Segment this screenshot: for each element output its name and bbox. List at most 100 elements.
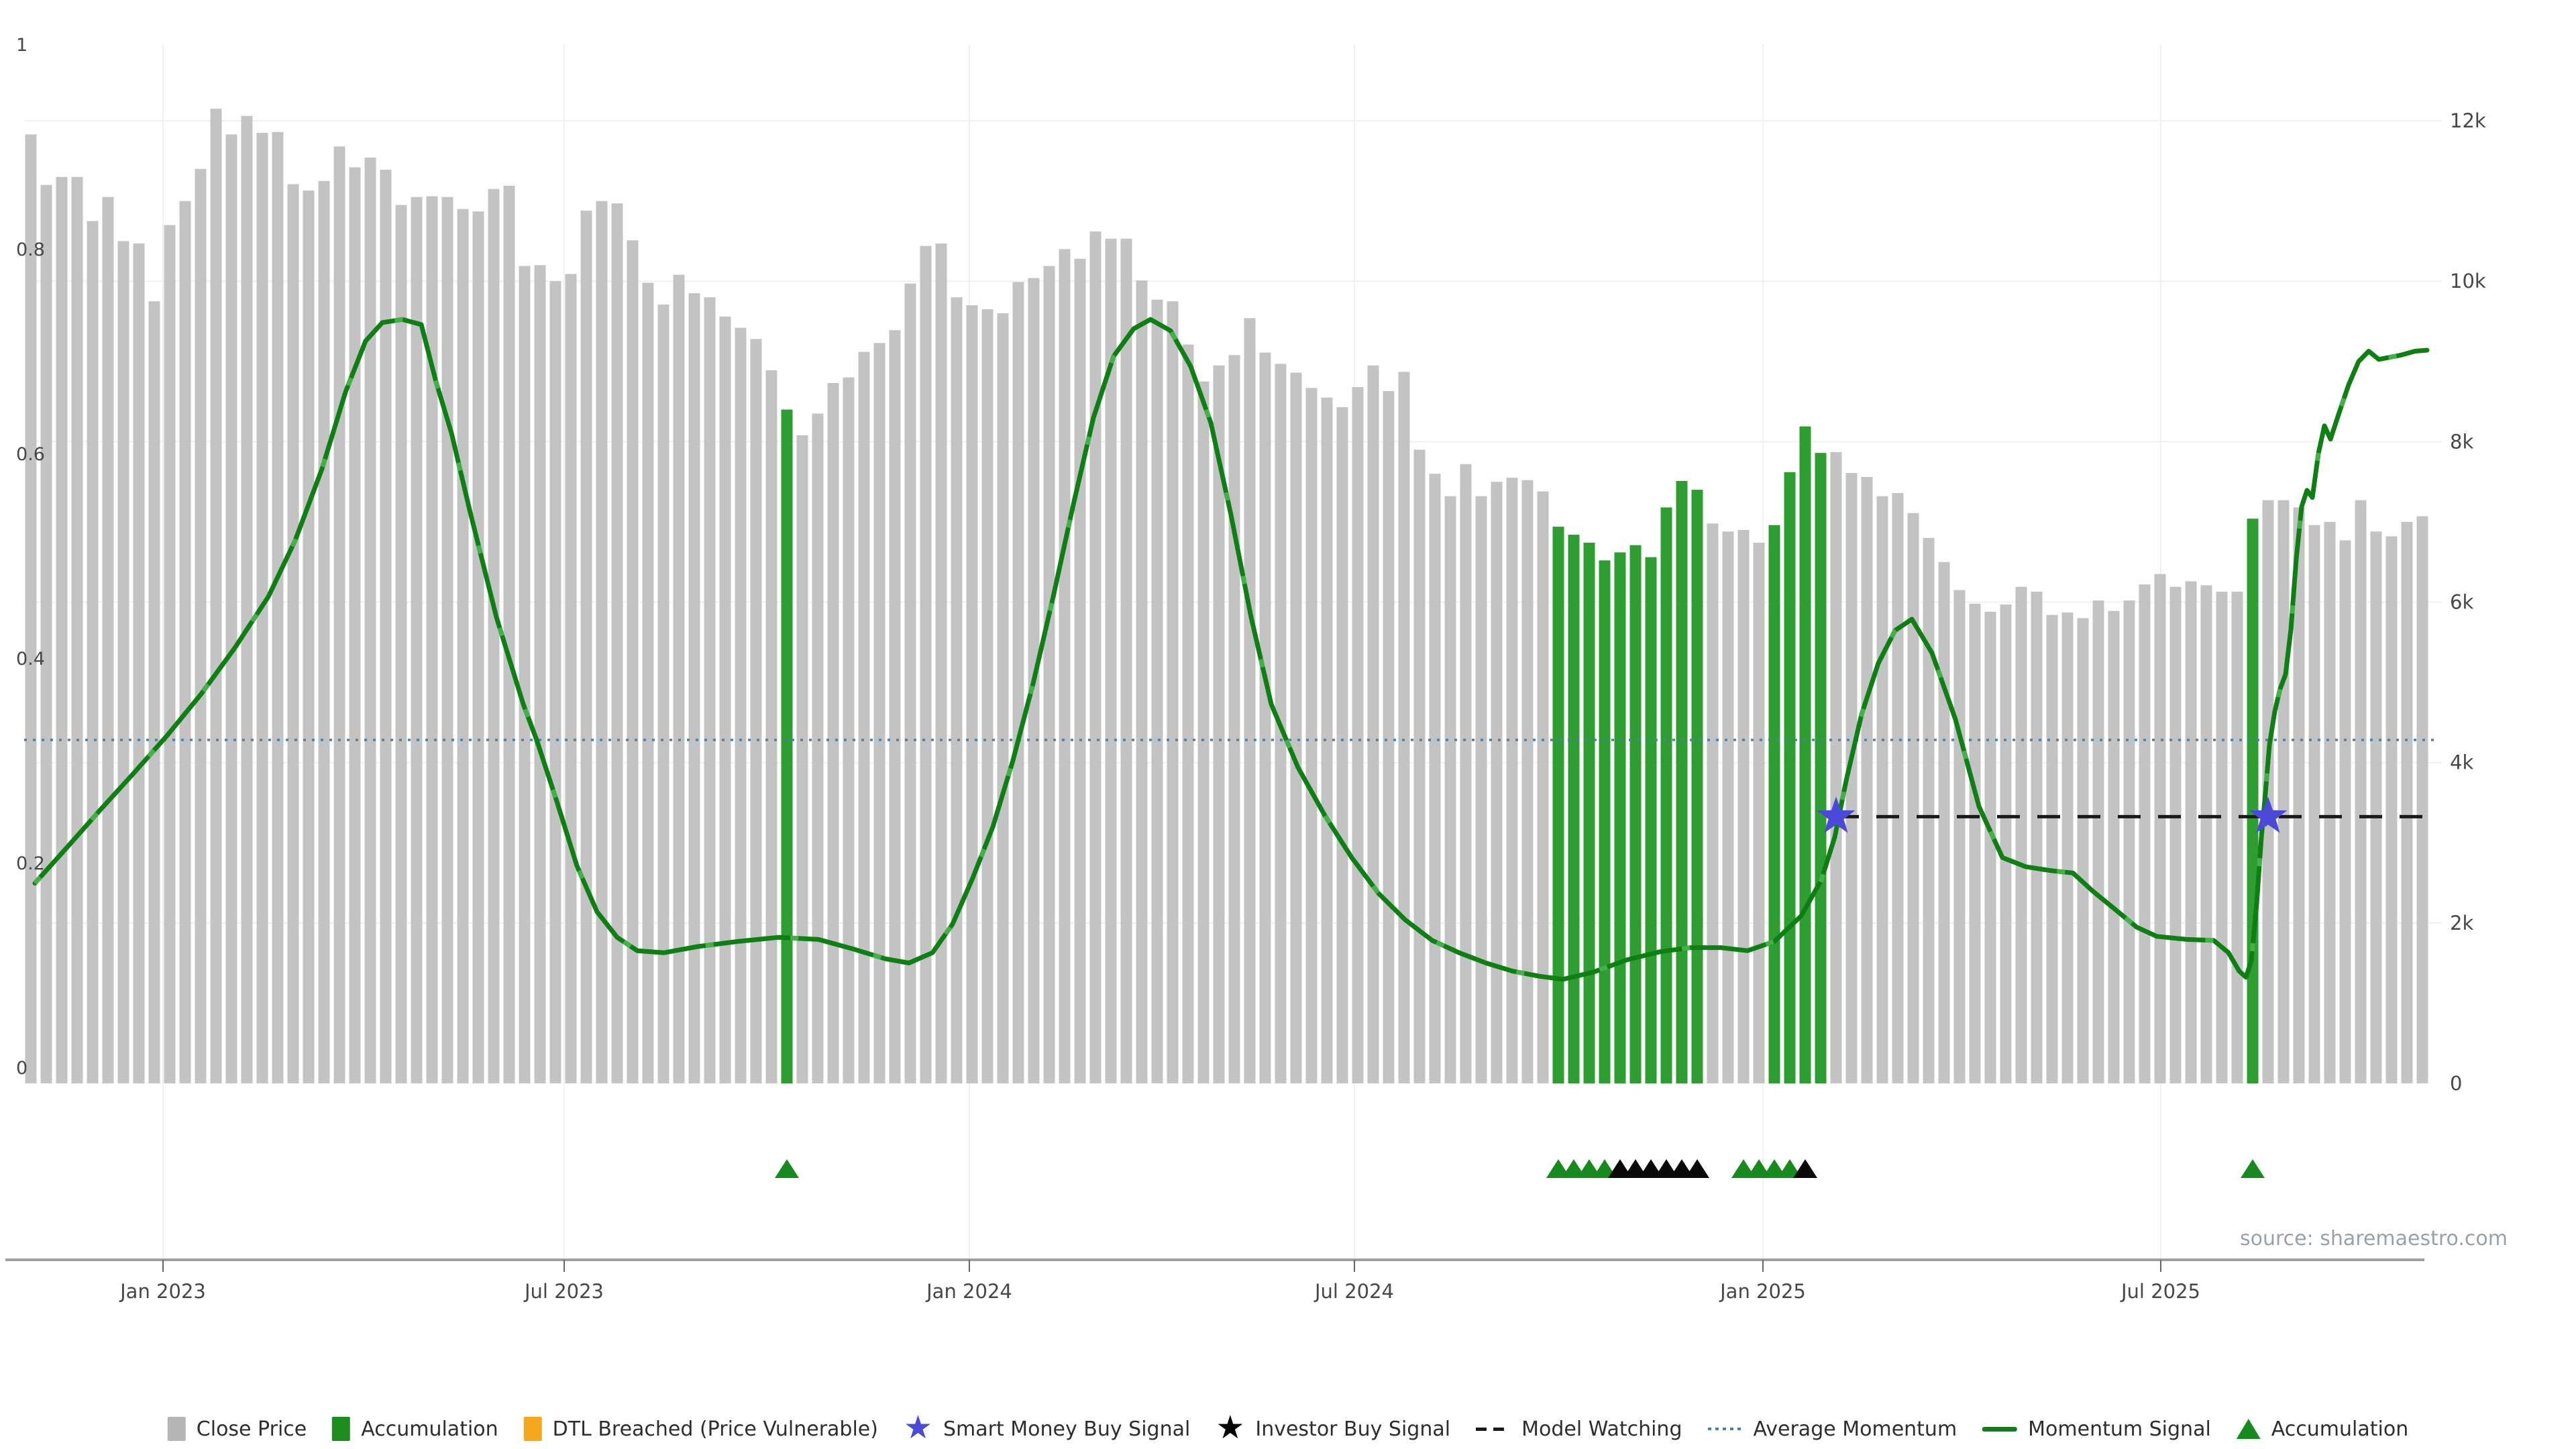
legend-label: Close Price — [196, 1417, 307, 1441]
close-price-bar — [2046, 614, 2058, 1083]
close-price-bar — [1305, 388, 1318, 1083]
close-price-bar — [2092, 600, 2104, 1083]
close-price-bar — [966, 305, 978, 1084]
close-price-bar — [2339, 540, 2351, 1083]
close-price-bar — [1352, 387, 1364, 1083]
x-tick-label: Jan 2024 — [925, 1280, 1012, 1303]
x-axis-ticks: Jan 2023 Jul 2023 Jan 2024 Jul 2024 Jan 2025… — [119, 1260, 2200, 1303]
close-price-bar — [2385, 536, 2398, 1083]
legend-label: Accumulation — [361, 1417, 498, 1441]
close-price-bar — [102, 197, 114, 1083]
close-price-bar — [2077, 618, 2089, 1083]
close-price-bar — [2262, 500, 2274, 1083]
close-price-bar — [380, 169, 392, 1084]
close-price-bar — [1907, 513, 1919, 1083]
close-price-bar — [2416, 516, 2428, 1083]
accumulation-triangle-marker — [1562, 1159, 1586, 1178]
close-price-bar — [873, 343, 885, 1083]
dotted-line-icon — [1707, 1428, 1743, 1430]
close-price-bar — [1969, 603, 1981, 1083]
close-price-bar — [642, 282, 654, 1084]
dashed-line-icon — [1476, 1427, 1511, 1431]
x-tick-label: Jul 2023 — [523, 1280, 604, 1303]
left-axis-tick-label: 0.6 — [16, 444, 45, 465]
accumulation-bar — [1784, 472, 1796, 1083]
close-price-bar — [210, 109, 222, 1083]
legend-item-close-price[interactable]: Close Price — [167, 1417, 307, 1441]
close-price-bar — [1460, 464, 1472, 1083]
close-price-bar — [519, 266, 531, 1084]
close-price-bar — [287, 184, 299, 1084]
x-tick-label: Jul 2025 — [2120, 1280, 2200, 1303]
close-price-bar — [426, 196, 438, 1083]
left-axis-tick-label: 0.8 — [16, 239, 45, 260]
legend-item-smart-money[interactable]: ★ Smart Money Buy Signal — [904, 1411, 1190, 1444]
momentum-signal-line — [32, 317, 2430, 982]
close-price-bar — [1429, 474, 1441, 1083]
legend-item-model-watching[interactable]: Model Watching — [1476, 1417, 1682, 1441]
close-price-bar — [1923, 537, 1935, 1083]
close-price-bar — [2308, 525, 2320, 1083]
legend-item-momentum-signal[interactable]: Momentum Signal — [1982, 1417, 2211, 1441]
accumulation-bar — [1583, 543, 1595, 1083]
x-tick-label: Jan 2025 — [1719, 1280, 1806, 1303]
close-price-bar — [858, 352, 870, 1083]
close-price-bar — [195, 168, 207, 1084]
close-price-bar — [2200, 585, 2212, 1083]
close-price-bar — [951, 297, 963, 1084]
close-price-bar — [2293, 507, 2305, 1083]
close-price-bar — [40, 184, 52, 1084]
close-price-bar — [2401, 521, 2413, 1083]
legend-item-accumulation-bar[interactable]: Accumulation — [332, 1417, 498, 1441]
close-price-bar — [1167, 301, 1179, 1084]
investor-triangle-marker — [1608, 1159, 1632, 1178]
green-line-icon — [1982, 1426, 2018, 1432]
close-price-bar — [735, 327, 747, 1083]
legend-label: Average Momentum — [1753, 1417, 1957, 1441]
close-price-bar — [1707, 523, 1719, 1083]
close-price-bar — [1213, 365, 1225, 1083]
accumulation-bar — [1614, 552, 1626, 1083]
accumulation-triangle-marker — [1577, 1159, 1601, 1178]
investor-triangle-marker — [1623, 1159, 1648, 1178]
close-price-bar — [117, 241, 129, 1083]
close-price-bar — [2108, 610, 2120, 1083]
close-price-bar — [395, 205, 407, 1083]
accumulation-bar — [2247, 519, 2259, 1083]
close-price-bar — [1537, 491, 1549, 1083]
legend-item-dtl-breached[interactable]: DTL Breached (Price Vulnerable) — [523, 1417, 878, 1441]
investor-triangle-marker — [1654, 1159, 1678, 1178]
legend-item-investor-buy[interactable]: ★ Investor Buy Signal — [1216, 1409, 1450, 1446]
accumulation-triangle-marker — [1546, 1159, 1570, 1178]
close-price-bar — [565, 274, 577, 1084]
right-axis-tick-label: 10k — [2450, 270, 2486, 292]
accumulation-bar — [1629, 545, 1642, 1083]
close-price-bar — [843, 377, 855, 1083]
close-price-bar — [1722, 531, 1734, 1083]
investor-triangle-marker — [1685, 1159, 1709, 1178]
accumulation-triangle-marker — [1762, 1159, 1786, 1178]
legend-item-accumulation-triangle[interactable]: Accumulation — [2236, 1417, 2408, 1441]
close-price-bar — [1938, 561, 1950, 1083]
close-price-bar — [225, 134, 237, 1083]
x-tick-label: Jan 2023 — [119, 1280, 206, 1303]
black-star-icon: ★ — [1216, 1409, 1245, 1446]
close-price-bar — [272, 131, 284, 1083]
right-axis-tick-label: 4k — [2450, 751, 2473, 774]
accumulation-bar — [1768, 525, 1780, 1083]
legend-item-average-momentum[interactable]: Average Momentum — [1707, 1417, 1957, 1441]
close-price-bar — [1398, 372, 1410, 1083]
close-price-bar — [796, 435, 808, 1083]
close-price-bar — [1753, 543, 1765, 1083]
close-price-bar — [1228, 355, 1240, 1083]
close-price-bar — [1059, 249, 1071, 1083]
left-axis-labels: 1 0.8 0.6 0.4 0.2 0 — [16, 35, 45, 1079]
close-price-bar — [981, 309, 994, 1084]
close-price-bar — [2123, 600, 2135, 1083]
close-price-bar — [580, 210, 592, 1083]
legend-label: Model Watching — [1521, 1417, 1682, 1441]
close-price-bar — [549, 281, 561, 1084]
accumulation-bar — [1568, 535, 1580, 1083]
close-price-bar — [611, 203, 623, 1083]
